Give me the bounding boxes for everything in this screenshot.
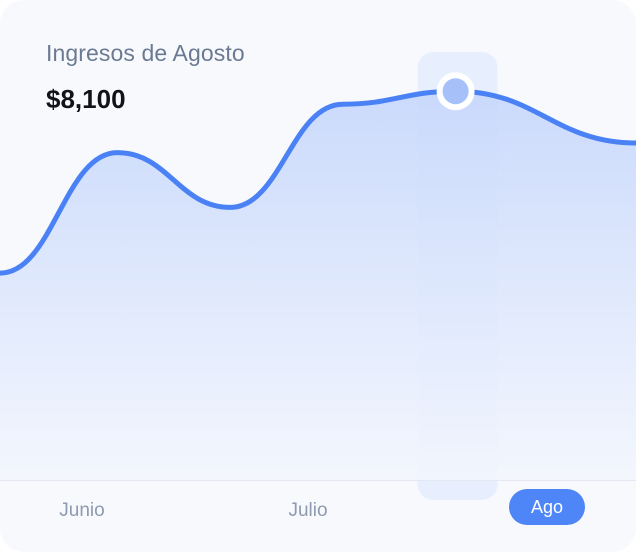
revenue-value: $8,100	[46, 84, 126, 114]
series-line	[0, 88, 636, 276]
highlight-point[interactable]	[436, 72, 475, 111]
x-tick-ago-selected[interactable]: Ago	[508, 489, 586, 525]
chart-title: Ingresos de Agosto	[46, 40, 245, 66]
series-area	[0, 91, 636, 480]
x-axis-line	[0, 480, 636, 481]
x-tick-junio[interactable]: Junio	[59, 500, 105, 521]
x-tick-julio[interactable]: Julio	[288, 500, 328, 521]
